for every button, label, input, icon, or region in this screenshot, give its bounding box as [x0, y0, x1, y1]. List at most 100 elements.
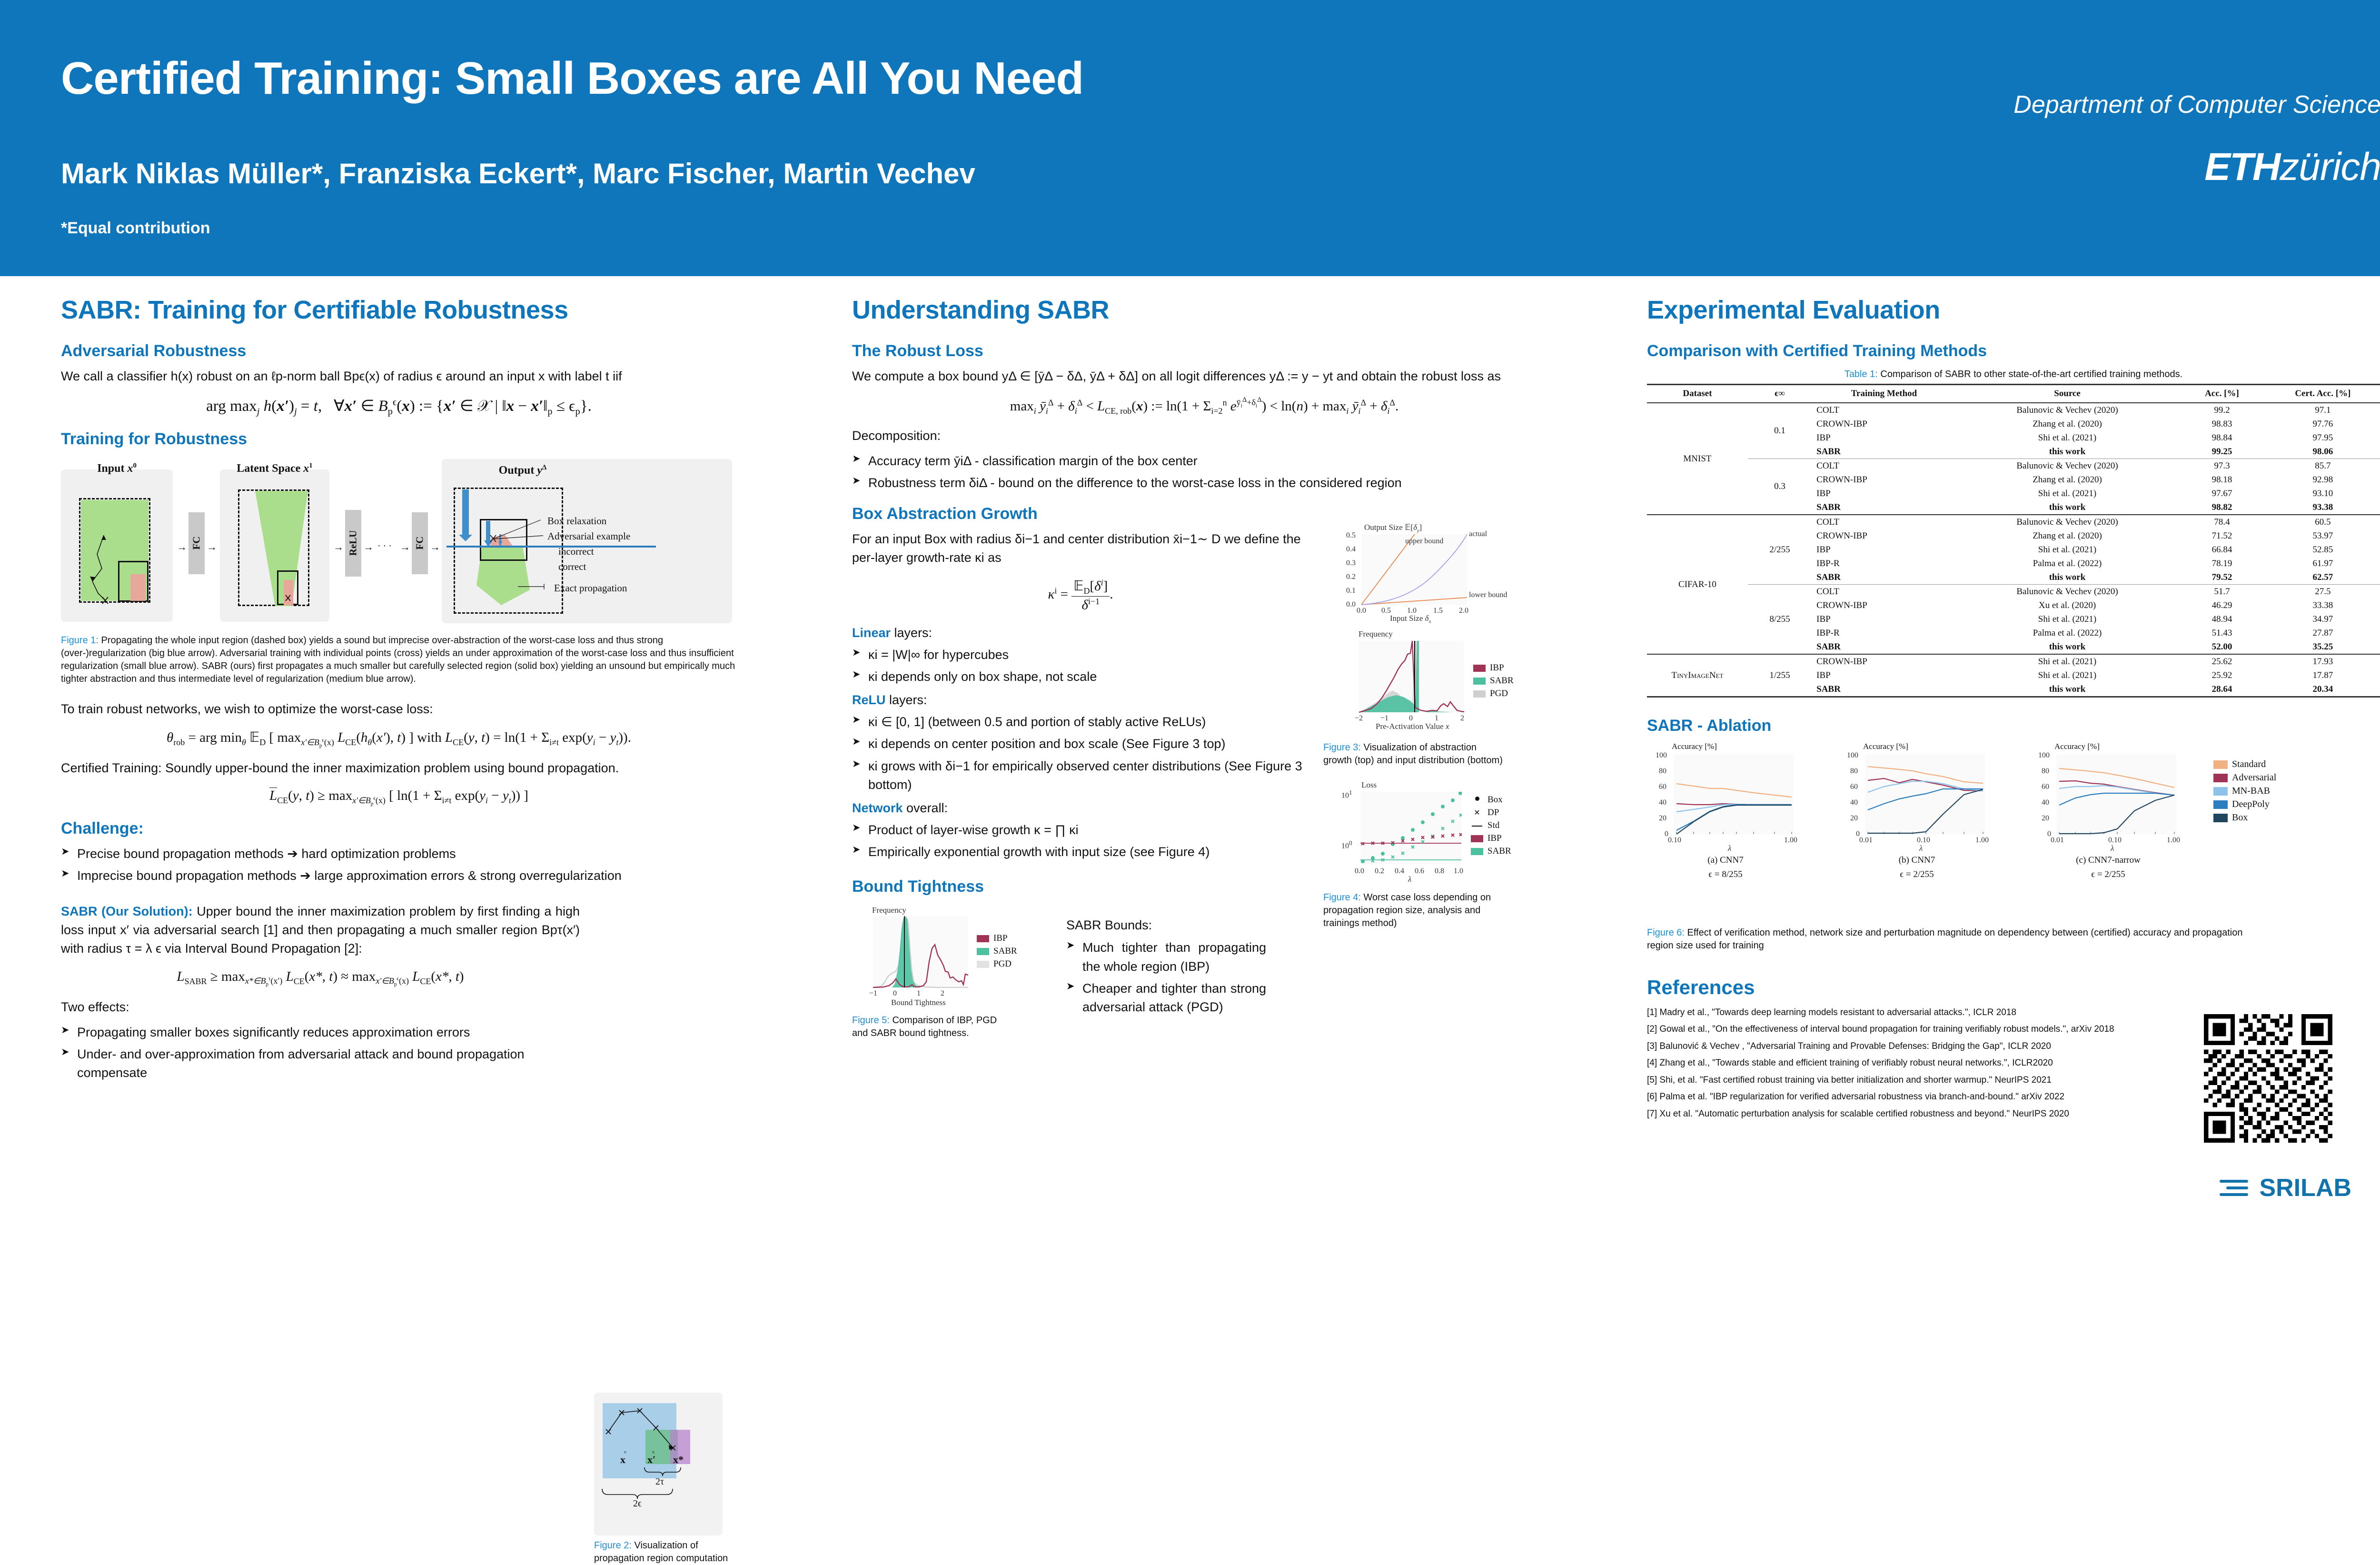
cell-training-method: IBP — [1816, 614, 1831, 624]
linear-label: Linear — [852, 625, 891, 640]
cell-training-method: SABR — [1816, 572, 1841, 582]
relu-label: ReLU — [852, 693, 886, 708]
results-table: Dataset ϵ∞ Training Method Source Acc. [… — [1647, 384, 2380, 698]
equation-theta-rob: θrob = arg minθ 𝔼D [ maxx′∈Bpϵ(x) LCE(hθ… — [167, 729, 631, 749]
table-row: IBP Shi et al. (2021) 98.84 97.95 — [1647, 431, 2380, 445]
table-row: SABR this work 28.64 20.34 — [1647, 682, 2380, 697]
figure6c-title: Accuracy [%] — [2054, 742, 2100, 751]
sabr-bounds-block: SABR Bounds: Much tighter than propagati… — [1066, 916, 1266, 1021]
cell-certified-accuracy: 27.87 — [2312, 628, 2333, 638]
list-decomposition: Accuracy term ȳiΔ - classification margi… — [852, 452, 1557, 492]
table-row: CROWN-IBP Zhang et al. (2020) 98.18 92.98 — [1647, 473, 2380, 487]
cell-dataset: MNIST — [1683, 453, 1712, 464]
figure3-ytick: 0.3 — [1346, 559, 1356, 567]
cell-source: Zhang et al. (2020) — [2033, 419, 2102, 429]
text-adversarial-robustness: We call a classifier h(x) robust on an ℓ… — [61, 369, 622, 383]
cell-training-method: IBP — [1816, 488, 1831, 498]
legend-swatch-box — [2213, 813, 2228, 822]
cell-training-method: IBP — [1816, 544, 1831, 555]
figure5-xtick: 2 — [941, 989, 944, 998]
figure1-latent-title: Latent Space x1 — [237, 461, 313, 475]
cell-certified-accuracy: 35.25 — [2312, 641, 2333, 652]
figure3-bottom-xtick: −2 — [1355, 714, 1363, 722]
figure3-xtick: 1.0 — [1407, 607, 1417, 615]
figure3-top-xlabel: Input Size δx — [1390, 614, 1431, 625]
legend-swatch-standard — [2213, 760, 2228, 769]
cell-source: Shi et al. (2021) — [2038, 488, 2097, 498]
list-item: κi ∈ [0, 1] (between 0.5 and portion of … — [852, 713, 1309, 731]
cell-accuracy: 97.3 — [2214, 460, 2230, 471]
heading-network-overall: Network overall: — [852, 799, 1309, 817]
figure-2-diagram: × × x x′ x* 2τ 2ϵ — [594, 1393, 723, 1536]
network-label: Network — [852, 800, 903, 815]
figure6-plot-a: Accuracy [%] 100 80 60 40 20 0 0.10 — [1647, 742, 1804, 879]
list-two-effects: Propagating smaller boxes significantly … — [61, 1023, 580, 1082]
figure1-output-solid-box — [480, 518, 527, 561]
figure1-arrow-4: → — [363, 540, 374, 553]
heading-adversarial-robustness: Adversarial Robustness — [61, 342, 247, 360]
ytick: 100 — [2038, 751, 2050, 759]
figure6a-subcaption: (a) CNN7 — [1707, 855, 1744, 865]
heading-ablation: SABR - Ablation — [1647, 717, 1772, 735]
table-row: TinyImageNet 1/255 CROWN-IBP Shi et al. (20… — [1647, 654, 2380, 680]
list-item: Empirically exponential growth with inpu… — [852, 843, 1309, 861]
cell-training-method: SABR — [1816, 641, 1841, 652]
legend-item: Box — [1471, 795, 1511, 805]
legend-item: Standard — [2213, 759, 2276, 770]
figure6-plot-c: Accuracy [%] 100 80 60 40 20 0 0.01 — [2030, 742, 2187, 879]
qr-code[interactable] — [2204, 1014, 2332, 1143]
column-1: SABR: Training for Certifiable Robustnes… — [61, 295, 737, 1564]
xtick: 1.00 — [1975, 836, 1989, 844]
cell-certified-accuracy: 60.5 — [2315, 517, 2331, 527]
figure6c-subcaption2: ϵ = 2/255 — [2091, 869, 2125, 879]
legend-marker-dot — [1471, 796, 1483, 804]
legend-label: SABR — [1488, 846, 1511, 856]
cell-source: this work — [2049, 684, 2086, 694]
figure3-caption-number: Figure 3: — [1323, 742, 1361, 753]
figure6a-xlabel: λ — [1728, 844, 1732, 853]
legend-swatch-ibp — [1473, 664, 1486, 672]
reference-item: [5] Shi, et al. "Fast certified robust t… — [1647, 1075, 2052, 1085]
legend-swatch-sabr — [1473, 677, 1486, 685]
list-sabr-bounds: Much tighter than propagating the whole … — [1066, 938, 1266, 1017]
figure6c-lines — [2059, 768, 2175, 835]
figure4-ytick: 100 — [1341, 839, 1352, 850]
figure6-legend: Standard Adversarial MN-BAB DeepPoly Box — [2213, 759, 2276, 826]
cell-source: Shi et al. (2021) — [2038, 432, 2097, 443]
section-title-understanding: Understanding SABR — [852, 296, 1110, 324]
figure3-xtick: 0.5 — [1381, 607, 1391, 615]
text-certified-training: Certified Training: Soundly upper-bound … — [61, 761, 619, 776]
xtick: 1.00 — [1784, 836, 1797, 844]
figure-3-caption: Figure 3: Visualization of abstraction g… — [1323, 741, 1504, 767]
cell-source: Shi et al. (2021) — [2038, 656, 2097, 667]
figure6b-subcaption2: ϵ = 2/255 — [1900, 869, 1934, 879]
solution-block: SABR (Our Solution): Upper bound the inn… — [61, 902, 737, 1564]
list-item: Imprecise bound propagation methods ➔ la… — [61, 867, 737, 885]
legend-item: MN-BAB — [2213, 786, 2276, 797]
heading-bound-tightness: Bound Tightness — [852, 877, 984, 896]
cell-certified-accuracy: 33.38 — [2312, 600, 2333, 610]
legend-swatch-pgd — [1473, 690, 1486, 698]
heading-decomposition: Decomposition: — [852, 428, 941, 443]
figure1-label-exact-propagation: Exact propagation — [554, 582, 627, 594]
table1-caption-number: Table 1: — [1844, 369, 1878, 379]
figure3-legend: IBP SABR PGD — [1473, 663, 1514, 701]
list-item: κi grows with δi−1 for empirically obser… — [852, 757, 1309, 794]
table-1-caption: Table 1: Comparison of SABR to other sta… — [1647, 368, 2380, 381]
cell-certified-accuracy: 62.57 — [2312, 572, 2333, 582]
cell-certified-accuracy: 98.06 — [2312, 446, 2333, 457]
heading-relu-layers: ReLU layers: — [852, 691, 1309, 709]
table-row: MNIST 0.1 COLT Balunovic & Vechev (2020) 99.… — [1647, 403, 2380, 464]
cell-source: Shi et al. (2021) — [2038, 614, 2097, 624]
figure3-bottom-xtick: 1 — [1435, 714, 1438, 722]
figure1-arrow-2: → — [207, 540, 217, 553]
figure1-output-title: Output yΔ — [498, 463, 547, 477]
legend-item: PGD — [977, 959, 1017, 969]
srilab-logo-text: SRILAB — [2259, 1174, 2351, 1202]
ytick: 60 — [1659, 783, 1666, 791]
figure-4-plot: Loss 101 100 — [1323, 780, 1542, 884]
figure-2-caption: Figure 2: Visualization of propagation r… — [594, 1539, 737, 1565]
cell-accuracy: 98.84 — [2211, 432, 2232, 443]
figure4-xtick: 0.2 — [1375, 867, 1384, 875]
cell-source: Shi et al. (2021) — [2038, 544, 2097, 555]
